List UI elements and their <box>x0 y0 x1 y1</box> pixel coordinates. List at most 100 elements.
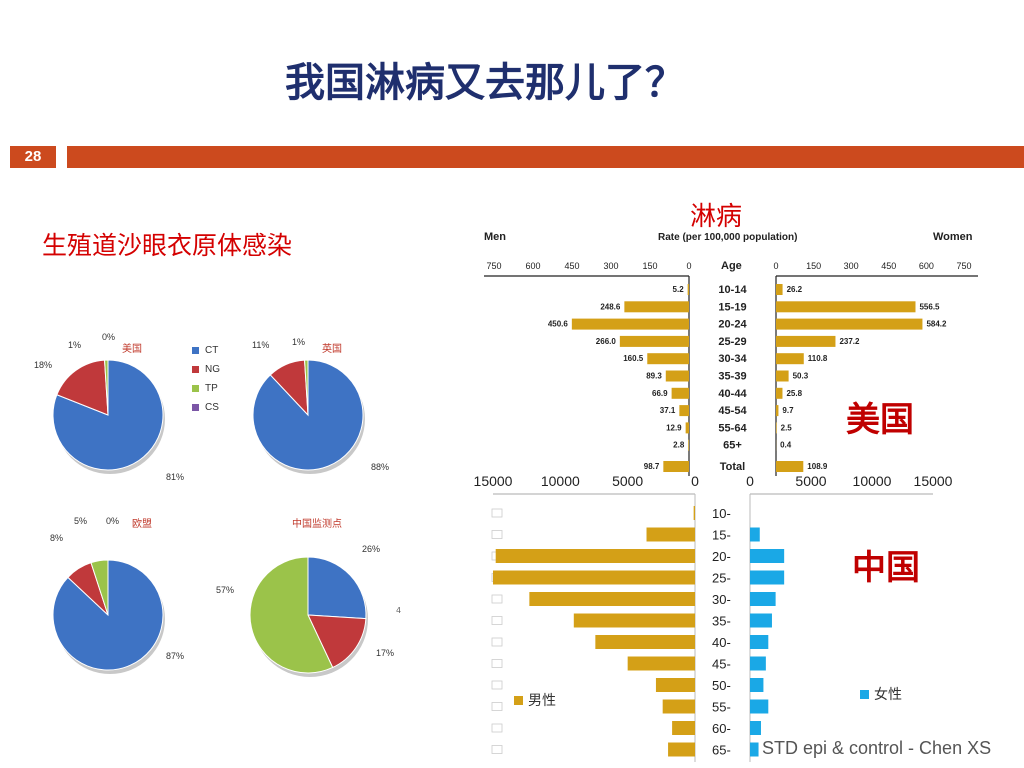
cn-bar-male <box>662 699 695 714</box>
x-tick-left: 0 <box>686 261 691 271</box>
bar-men <box>647 353 689 365</box>
cn-age-label: 20- <box>712 549 731 564</box>
pie-1: 美国 81% 18% 1% 0% <box>34 332 184 482</box>
accent-band <box>67 146 1024 168</box>
age-category-label: 25-29 <box>718 336 746 348</box>
pie-3: 欧盟 87% 8% 5% 0% <box>50 516 184 674</box>
bar-women-label: 25.8 <box>786 389 802 398</box>
bar-women-label: 110.8 <box>808 354 828 363</box>
bar-women <box>776 335 836 347</box>
pie-data-label: 88% <box>371 462 389 472</box>
bar-women-label: 556.5 <box>919 302 940 311</box>
bar-women-label: 584.2 <box>926 320 947 329</box>
legend-swatch <box>192 385 199 392</box>
pie-data-label: 26% <box>362 544 380 554</box>
cn-row-marker <box>491 659 503 668</box>
x-tick-right: 600 <box>919 261 934 271</box>
women-heading: Women <box>933 231 973 243</box>
x-tick-left: 150 <box>642 261 657 271</box>
age-category-label: 15-19 <box>718 301 746 313</box>
pie-data-label: 18% <box>34 360 52 370</box>
cn-bar-male <box>627 656 695 671</box>
cn-bar-female <box>750 570 785 585</box>
cn-bar-female <box>750 721 761 735</box>
cn-legend-female-swatch <box>860 690 869 699</box>
cn-x-tick-left: 10000 <box>541 473 580 489</box>
pie-slice-ng <box>307 614 367 669</box>
age-heading: Age <box>721 260 742 272</box>
pie-data-label: 17% <box>376 648 394 658</box>
cn-x-tick-right: 0 <box>746 473 754 489</box>
bar-men-label: 89.3 <box>646 372 662 381</box>
bar-men-label: 160.5 <box>623 354 644 363</box>
legend-label: CS <box>205 402 219 413</box>
cn-row-marker <box>491 723 503 733</box>
x-tick-left: 600 <box>525 261 540 271</box>
cn-bar-male <box>668 742 695 757</box>
right-heading: 淋病 <box>690 202 743 232</box>
x-tick-left: 750 <box>486 261 501 271</box>
pie-data-label: 81% <box>166 472 184 482</box>
pie-4: 中国监测点 26% 17% 57% <box>216 517 394 677</box>
cn-x-tick-left: 15000 <box>474 473 513 489</box>
cn-bar-female <box>750 678 764 692</box>
pie-data-label: 8% <box>50 533 63 543</box>
rate-heading: Rate (per 100,000 population) <box>658 232 797 243</box>
bar-men-label: 450.6 <box>548 320 569 329</box>
cn-bar-female <box>750 699 769 714</box>
bar-women <box>776 370 789 382</box>
cn-age-label: 50- <box>712 678 731 693</box>
cn-bar-female <box>750 527 760 542</box>
legend-swatch <box>192 366 199 373</box>
cn-legend-male-swatch <box>514 696 523 705</box>
cn-bar-male <box>693 506 695 520</box>
bar-women-label: 2.5 <box>781 423 793 432</box>
pie-slice-tp <box>304 359 309 416</box>
us-gonorrhea-pyramid: Men Rate (per 100,000 population) Women Age… <box>484 231 978 476</box>
bar-women-label: 237.2 <box>839 337 860 346</box>
pie-title: 中国监测点 <box>292 517 342 530</box>
cn-age-label: 25- <box>712 571 731 586</box>
bar-men <box>624 301 689 313</box>
bar-women <box>776 318 923 330</box>
age-category-label: 10-14 <box>718 284 747 296</box>
cn-age-label: 15- <box>712 528 731 543</box>
pie-data-label: 1% <box>68 340 81 350</box>
cn-x-tick-right: 15000 <box>914 473 953 489</box>
cn-x-tick-left: 5000 <box>612 473 643 489</box>
x-tick-right: 750 <box>956 261 971 271</box>
cn-bar-male <box>573 613 695 628</box>
bar-women <box>776 284 783 295</box>
bar-men <box>663 461 689 472</box>
legend-item-tp: TP <box>192 379 220 398</box>
age-category-label: 35-39 <box>718 371 746 383</box>
cn-legend-male: 男性 <box>528 692 556 708</box>
cn-row-marker <box>491 530 503 539</box>
bar-men-label: 5.2 <box>673 285 685 294</box>
men-heading: Men <box>484 231 506 243</box>
bar-men-label: 248.6 <box>600 302 621 311</box>
bar-women-label: 9.7 <box>782 406 794 415</box>
footer-credit: STD epi & control - Chen XS <box>762 738 992 758</box>
cn-legend-female: 女性 <box>874 686 902 702</box>
cn-row-marker <box>491 508 503 518</box>
bar-men-label: 98.7 <box>644 462 660 471</box>
legend-swatch <box>192 347 199 354</box>
cn-age-label: 55- <box>712 700 731 715</box>
cn-row-marker <box>491 616 503 625</box>
cn-age-label: 10- <box>712 506 731 521</box>
bar-women-label: 50.3 <box>793 372 809 381</box>
x-tick-right: 300 <box>844 261 859 271</box>
bar-men <box>619 335 689 347</box>
bar-men-label: 12.9 <box>666 423 682 432</box>
pie-title: 英国 <box>322 342 342 355</box>
cn-age-label: 30- <box>712 592 731 607</box>
legend-label: TP <box>205 383 218 394</box>
cn-bar-male <box>672 721 695 735</box>
page-number: 28 <box>10 146 56 168</box>
pie-title: 欧盟 <box>132 518 152 530</box>
bar-women <box>776 405 779 417</box>
pie-2: 英国 88% 11% 1% <box>252 337 389 474</box>
cn-age-label: 35- <box>712 614 731 629</box>
age-category-label: 40-44 <box>718 388 747 400</box>
